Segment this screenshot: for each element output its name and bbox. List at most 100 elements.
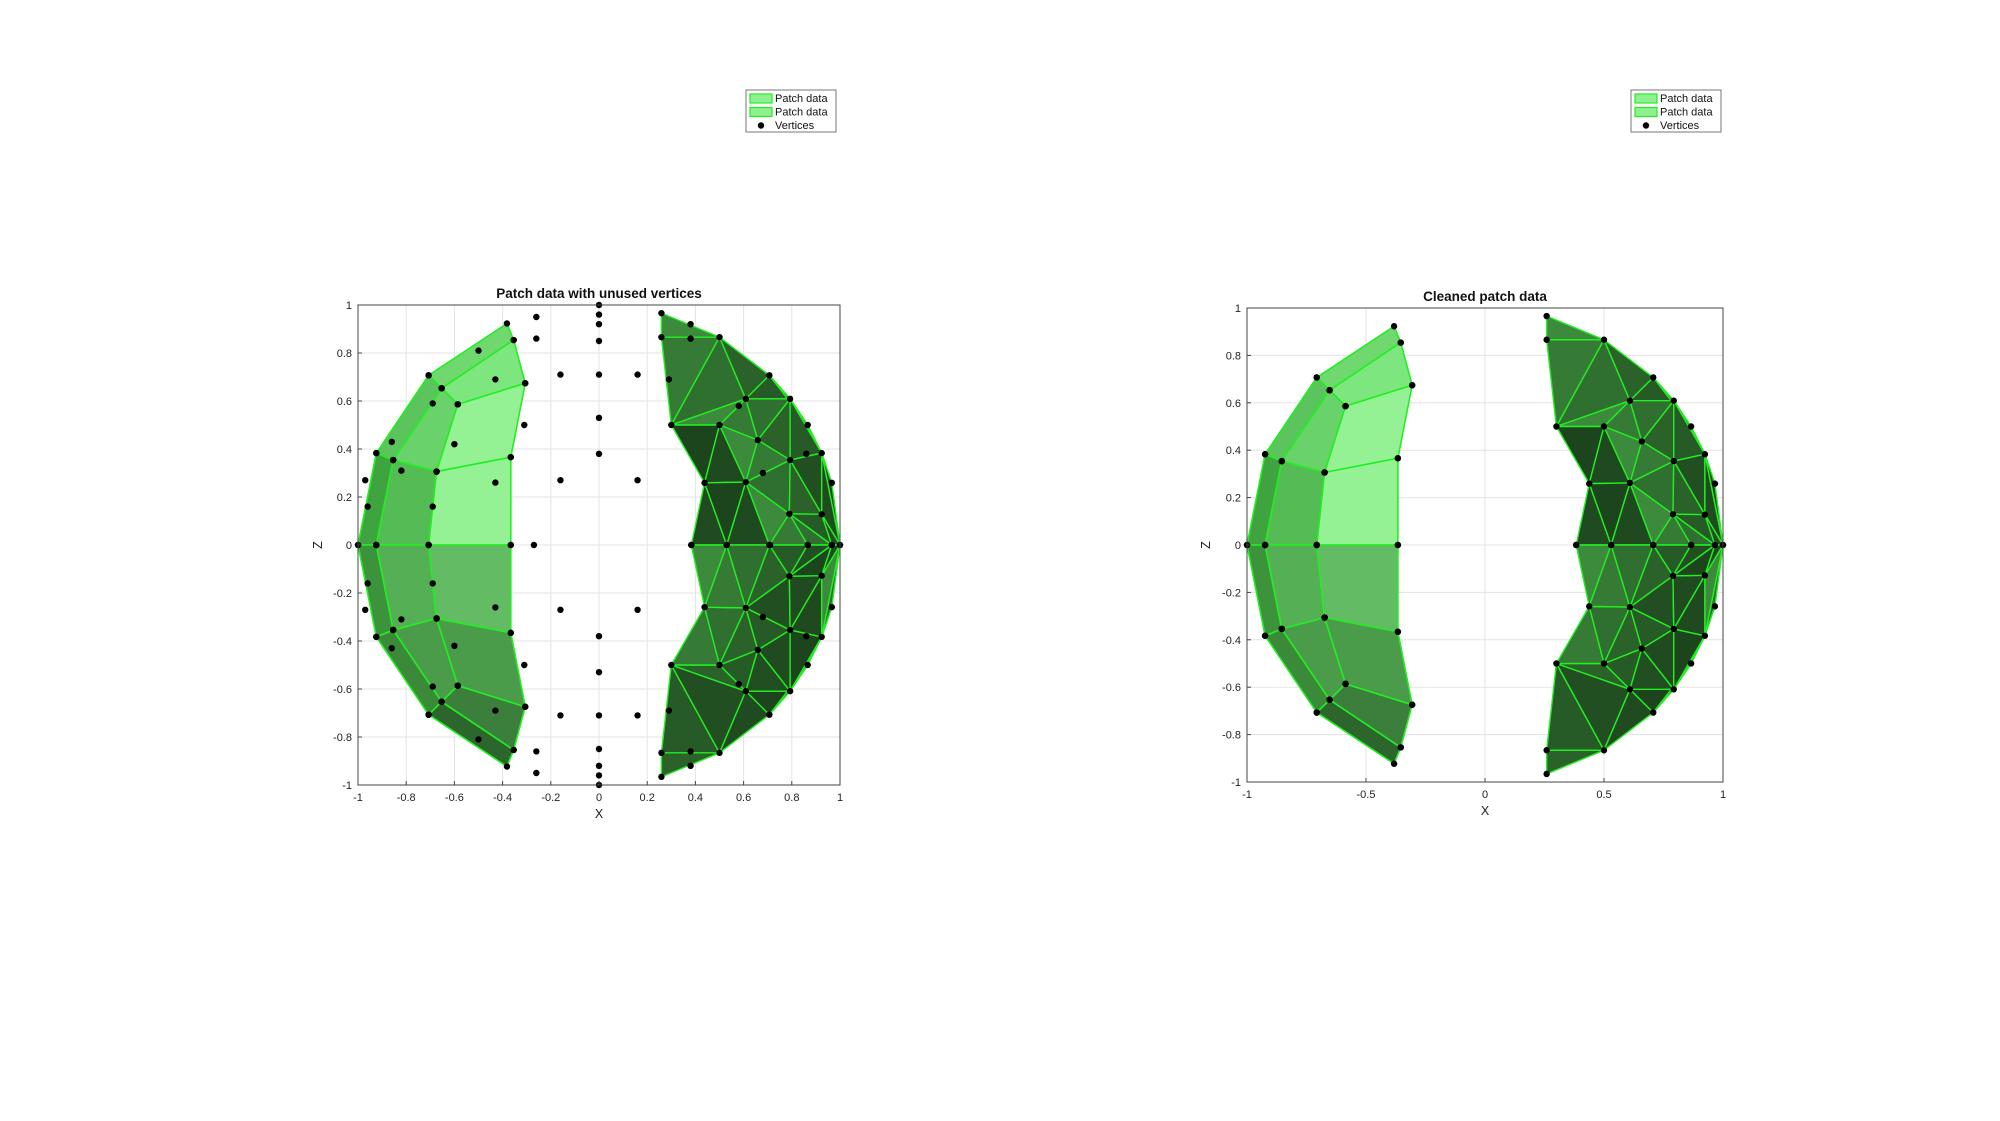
vertex-marker — [1670, 625, 1677, 633]
legend-label: Vertices — [775, 120, 815, 132]
vertex-marker — [688, 541, 695, 549]
vertex-marker — [818, 449, 825, 457]
vertex-marker — [1626, 397, 1634, 404]
vertex-marker — [742, 478, 749, 486]
vertex-marker — [373, 633, 380, 641]
x-tick-label: -0.2 — [541, 792, 560, 804]
vertex-marker — [507, 629, 514, 637]
unused-vertex-marker — [634, 712, 641, 719]
vertex-marker — [766, 372, 773, 379]
vertex-marker — [828, 603, 836, 611]
vertex-marker — [1669, 510, 1677, 518]
vertex-marker — [742, 604, 749, 612]
vertex-marker — [658, 309, 665, 317]
patch-face — [427, 456, 512, 546]
vertex-marker — [742, 687, 749, 695]
vertex-marker — [1701, 572, 1709, 579]
vertex-marker — [754, 436, 762, 444]
vertex-marker — [1711, 541, 1719, 549]
vertex-marker — [1390, 760, 1398, 767]
legend-patch-swatch — [749, 106, 773, 118]
vertex-marker — [1600, 660, 1608, 667]
vertex-marker — [658, 773, 665, 781]
vertex-marker — [454, 401, 461, 408]
unused-vertex-marker — [735, 681, 742, 688]
vertex-marker — [503, 320, 511, 327]
vertex-marker — [716, 333, 723, 341]
vertex-marker — [658, 749, 665, 757]
vertex-marker — [1261, 541, 1269, 549]
legend-marker-swatch — [1642, 122, 1650, 129]
unused-vertex-marker — [766, 541, 774, 549]
z-tick-label: -0.8 — [333, 732, 352, 744]
unused-vertex-marker — [521, 661, 528, 669]
unused-vertex-marker — [595, 311, 603, 318]
unused-vertex-marker — [362, 606, 369, 613]
vertex-marker — [1394, 541, 1402, 549]
unused-vertex-marker — [759, 469, 767, 477]
unused-vertex-marker — [492, 376, 499, 383]
unused-vertex-marker — [595, 633, 603, 640]
vertex-marker — [438, 698, 445, 705]
z-tick-label: -0.6 — [1222, 682, 1241, 694]
vertex-marker — [818, 511, 825, 518]
vertex-marker — [425, 372, 432, 379]
unused-vertex-marker — [557, 477, 564, 484]
vertex-marker — [1600, 747, 1608, 754]
vertex-marker — [1638, 645, 1646, 652]
unused-vertex-marker — [451, 441, 458, 448]
unused-vertex-marker — [665, 376, 673, 383]
patch-face — [820, 544, 841, 577]
vertex-marker — [389, 626, 397, 634]
vertex-marker — [1626, 603, 1634, 611]
vertex-marker — [1342, 402, 1349, 410]
unused-vertex-marker — [595, 414, 603, 421]
unused-vertex-marker — [533, 313, 540, 321]
vertex-marker — [818, 633, 825, 641]
vertex-marker — [425, 541, 432, 549]
z-tick-label: -0.4 — [333, 636, 352, 648]
unused-vertex-marker — [533, 335, 540, 342]
vertex-marker — [438, 385, 445, 392]
vertex-marker — [804, 661, 811, 669]
unused-vertex-marker — [634, 606, 641, 613]
unused-vertex-marker — [398, 467, 405, 474]
unused-vertex-marker — [595, 321, 603, 328]
vertex-marker — [786, 687, 794, 695]
unused-vertex-marker — [475, 736, 482, 743]
x-tick-label: 1 — [1720, 789, 1726, 801]
unused-vertex-marker — [492, 479, 499, 486]
vertex-marker — [1543, 747, 1550, 754]
vertex-marker — [716, 421, 723, 429]
vertex-marker — [373, 541, 380, 549]
left-x-axis-label: X — [595, 807, 604, 821]
unused-vertex-marker — [595, 669, 603, 676]
vertex-marker — [804, 541, 811, 549]
vertex-marker — [507, 541, 514, 549]
vertex-marker — [828, 479, 836, 487]
vertex-marker — [828, 541, 836, 549]
z-tick-label: 0 — [346, 540, 352, 552]
right-vertex-markers — [1243, 312, 1727, 778]
x-tick-label: -1 — [1242, 789, 1252, 801]
vertex-marker — [1600, 336, 1608, 343]
z-tick-label: 0.4 — [1226, 445, 1241, 457]
unused-vertex-marker — [595, 712, 603, 719]
vertex-marker — [668, 661, 675, 669]
x-tick-label: 0.2 — [640, 792, 655, 804]
left-z-axis-label: Z — [311, 541, 325, 549]
vertex-marker — [1669, 572, 1677, 580]
vertex-marker — [1394, 628, 1402, 635]
unused-vertex-marker — [475, 347, 482, 354]
right-patches — [1246, 315, 1724, 775]
vertex-marker — [754, 646, 762, 654]
vertex-marker — [1572, 541, 1580, 549]
vertex-marker — [701, 479, 708, 487]
z-tick-label: 1 — [1235, 303, 1241, 315]
vertex-marker — [1553, 423, 1560, 430]
vertex-marker — [503, 763, 511, 770]
left-tick-labels: -1 -0.8 -0.6 -0.4 -0.2 0 0.2 0.4 0.6 0.8 1 -1 -0.8 -0… — [333, 300, 843, 804]
right-chart-title: Cleaned patch data — [1423, 289, 1547, 304]
